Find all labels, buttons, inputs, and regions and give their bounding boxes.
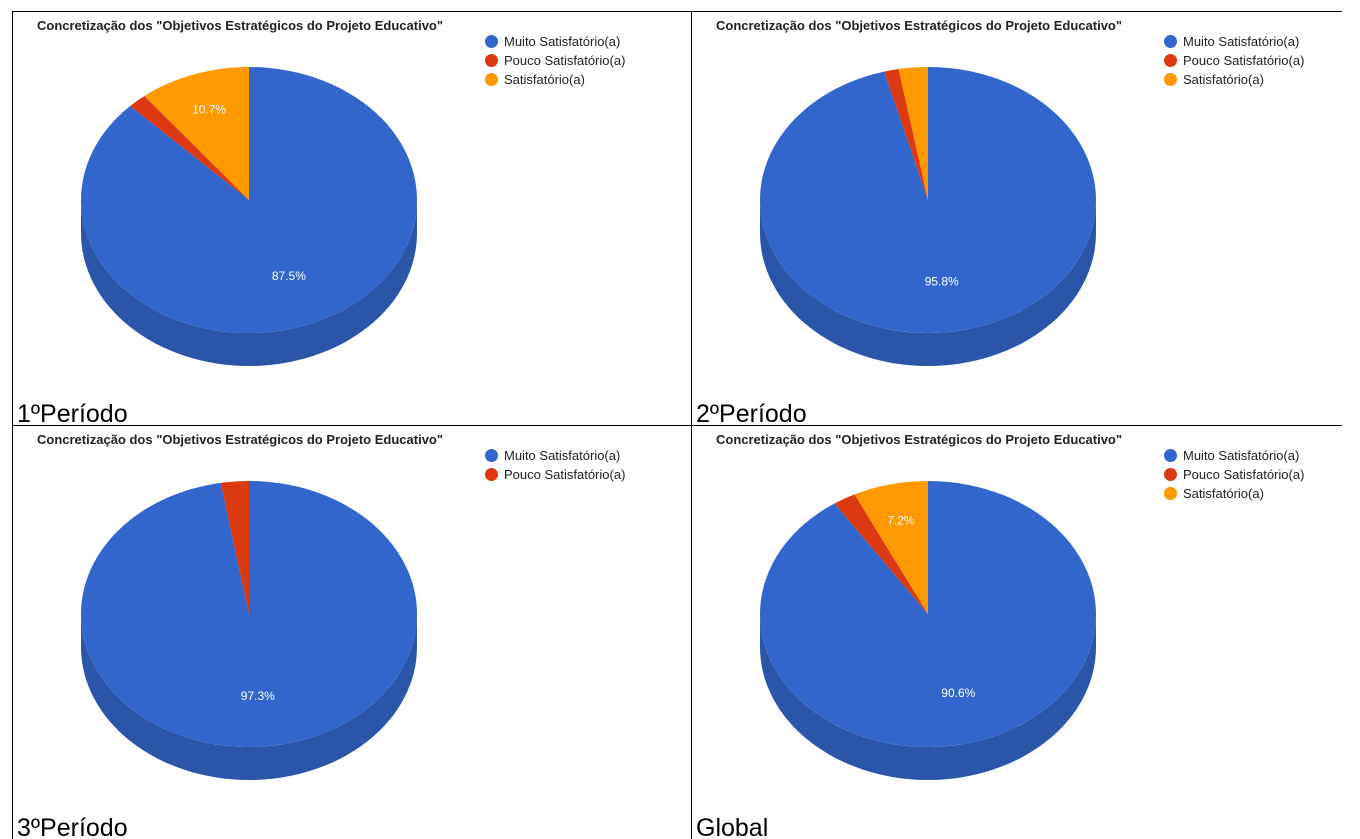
- legend-swatch-icon: [485, 35, 498, 48]
- chart-legend: Muito Satisfatório(a) Pouco Satisfatório(…: [1164, 446, 1304, 503]
- period-caption: 3ºPeríodo: [17, 814, 128, 839]
- legend-swatch-icon: [1164, 54, 1177, 67]
- legend-label: Pouco Satisfatório(a): [1183, 53, 1305, 68]
- legend-item: Satisfatório(a): [485, 70, 625, 89]
- legend-label: Muito Satisfatório(a): [504, 34, 621, 49]
- period-caption: Global: [696, 814, 769, 839]
- slice-data-label: 10.7%: [192, 103, 226, 117]
- pie-slice: [884, 69, 928, 200]
- pie-slice: [130, 95, 249, 200]
- grid-line-center: [691, 11, 692, 839]
- legend-item: Pouco Satisfatório(a): [1164, 51, 1304, 70]
- slice-data-label: 87.5%: [272, 269, 306, 283]
- chart-cell-4: Concretização dos "Objetivos Estratégico…: [692, 426, 1360, 839]
- legend-swatch-icon: [1164, 468, 1177, 481]
- pie-slice: [834, 494, 928, 614]
- legend-swatch-icon: [485, 54, 498, 67]
- legend-label: Muito Satisfatório(a): [504, 448, 621, 463]
- pie-slice: [898, 67, 928, 200]
- chart-legend: Muito Satisfatório(a) Pouco Satisfatório(…: [1164, 32, 1304, 89]
- pie-side: [81, 614, 417, 780]
- legend-item: Satisfatório(a): [1164, 484, 1304, 503]
- pie-chart: 97.3%: [80, 481, 417, 780]
- pie-side-0: [760, 614, 1096, 780]
- legend-item: Pouco Satisfatório(a): [1164, 465, 1304, 484]
- pie-side: [81, 200, 417, 366]
- pie-slice: [220, 481, 249, 614]
- legend-label: Muito Satisfatório(a): [1183, 34, 1300, 49]
- legend-label: Muito Satisfatório(a): [1183, 448, 1300, 463]
- slice-data-label: 97.3%: [241, 689, 275, 703]
- period-caption: 1ºPeríodo: [17, 400, 128, 425]
- grid-line-middle: [12, 425, 1342, 426]
- period-caption: 2ºPeríodo: [696, 400, 807, 425]
- grid-line-left: [12, 11, 13, 839]
- chart-title: Concretização dos "Objetivos Estratégico…: [37, 432, 444, 447]
- legend-label: Satisfatório(a): [504, 72, 585, 87]
- chart-cell-3: Concretização dos "Objetivos Estratégico…: [13, 426, 691, 839]
- pie-chart: 95.8%: [760, 67, 1096, 366]
- pie-side-0: [81, 200, 417, 366]
- legend-swatch-icon: [485, 449, 498, 462]
- chart-legend: Muito Satisfatório(a) Pouco Satisfatório(…: [485, 32, 625, 89]
- chart-cell-2: Concretização dos "Objetivos Estratégico…: [692, 12, 1360, 425]
- chart-title: Concretização dos "Objetivos Estratégico…: [716, 432, 1123, 447]
- chart-title: Concretização dos "Objetivos Estratégico…: [37, 18, 444, 33]
- legend-label: Satisfatório(a): [1183, 486, 1264, 501]
- legend-item: Pouco Satisfatório(a): [485, 51, 625, 70]
- slice-data-label: 95.8%: [925, 275, 959, 289]
- legend-item: Muito Satisfatório(a): [485, 32, 625, 51]
- pie-slice: [81, 67, 418, 333]
- pie-side-0: [81, 614, 417, 780]
- chart-cell-1: Concretização dos "Objetivos Estratégico…: [13, 12, 691, 425]
- slice-data-label: 90.6%: [941, 686, 975, 700]
- pie-slice: [144, 67, 249, 200]
- pie-slice: [854, 481, 928, 614]
- legend-item: Muito Satisfatório(a): [1164, 446, 1304, 465]
- legend-item: Satisfatório(a): [1164, 70, 1304, 89]
- pie-side: [760, 614, 1096, 780]
- slice-data-label: 7.2%: [887, 514, 915, 528]
- chart-title: Concretização dos "Objetivos Estratégico…: [716, 18, 1123, 33]
- legend-label: Satisfatório(a): [1183, 72, 1264, 87]
- pie-chart: 90.6% 7.2%: [760, 481, 1096, 780]
- legend-item: Muito Satisfatório(a): [485, 446, 625, 465]
- grid-line-top: [12, 11, 1342, 12]
- legend-swatch-icon: [1164, 487, 1177, 500]
- legend-swatch-icon: [485, 468, 498, 481]
- legend-label: Pouco Satisfatório(a): [504, 53, 626, 68]
- legend-item: Muito Satisfatório(a): [1164, 32, 1304, 51]
- legend-swatch-icon: [1164, 73, 1177, 86]
- legend-swatch-icon: [485, 73, 498, 86]
- legend-item: Pouco Satisfatório(a): [485, 465, 625, 484]
- chart-legend: Muito Satisfatório(a) Pouco Satisfatório(…: [485, 446, 625, 484]
- legend-label: Pouco Satisfatório(a): [504, 467, 626, 482]
- legend-swatch-icon: [1164, 449, 1177, 462]
- pie-chart: 87.5% 10.7%: [81, 67, 418, 366]
- legend-swatch-icon: [1164, 35, 1177, 48]
- pie-side-0: [760, 200, 1096, 366]
- pie-side: [760, 200, 1096, 366]
- legend-label: Pouco Satisfatório(a): [1183, 467, 1305, 482]
